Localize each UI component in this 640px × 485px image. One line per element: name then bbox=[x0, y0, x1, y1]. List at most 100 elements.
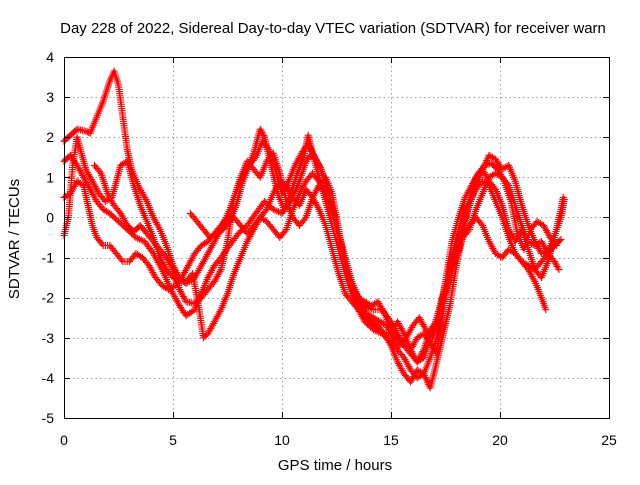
data-point-marks bbox=[402, 324, 416, 342]
y-tick-label: 2 bbox=[46, 129, 54, 145]
y-tick-label: -1 bbox=[42, 250, 55, 266]
data-point-marks bbox=[82, 127, 93, 136]
data-point-marks bbox=[108, 163, 124, 201]
data-point-marks bbox=[184, 251, 198, 270]
y-tick-label: -4 bbox=[42, 370, 55, 386]
data-point-marks bbox=[110, 201, 123, 216]
data-point-marks bbox=[97, 169, 111, 195]
data-point-marks bbox=[527, 219, 540, 233]
data-point-marks bbox=[104, 189, 117, 208]
data-point-marks bbox=[204, 320, 217, 338]
data-point-marks bbox=[452, 236, 466, 262]
data-point-marks bbox=[219, 219, 232, 233]
data-point-marks bbox=[200, 226, 213, 240]
y-tick-label: -3 bbox=[42, 330, 55, 346]
data-point-marks bbox=[178, 263, 191, 282]
data-point-marks bbox=[498, 201, 512, 231]
data-point-marks bbox=[193, 218, 206, 232]
data-point-marks bbox=[237, 240, 250, 262]
data-point-marks bbox=[263, 191, 276, 213]
data-point-marks bbox=[210, 307, 224, 326]
data-point-marks bbox=[400, 354, 414, 372]
data-point-marks bbox=[99, 205, 112, 216]
data-point-marks bbox=[304, 139, 318, 159]
series-6 bbox=[186, 137, 561, 350]
data-point-marks bbox=[413, 348, 427, 366]
data-point-marks bbox=[337, 238, 351, 272]
data-point-marks bbox=[93, 99, 106, 121]
data-point-marks bbox=[492, 185, 505, 207]
data-point-marks bbox=[91, 161, 104, 176]
x-tick-labels: 0 5 10 15 20 25 bbox=[60, 432, 617, 448]
data-point-marks bbox=[152, 274, 165, 288]
data-point-marks bbox=[540, 222, 553, 240]
data-point-marks bbox=[156, 226, 170, 247]
data-point-marks bbox=[472, 191, 486, 213]
data-point-marks bbox=[537, 238, 551, 256]
data-point-marks bbox=[507, 197, 521, 235]
data-point-marks bbox=[195, 306, 207, 340]
data-point-marks bbox=[317, 165, 331, 191]
data-point-marks bbox=[136, 222, 149, 236]
data-point-marks bbox=[217, 240, 231, 274]
data-point-marks bbox=[533, 218, 546, 228]
data-point-marks bbox=[374, 326, 387, 337]
data-point-marks bbox=[67, 126, 80, 139]
data-point-marks bbox=[256, 159, 270, 181]
data-point-marks bbox=[204, 279, 217, 294]
data-point-marks bbox=[197, 276, 211, 298]
data-point-marks bbox=[492, 155, 505, 172]
data-point-marks bbox=[383, 322, 396, 340]
data-point-marks bbox=[119, 258, 131, 266]
data-point-marks bbox=[435, 280, 449, 322]
data-point-marks bbox=[230, 256, 244, 278]
data-point-marks bbox=[141, 238, 156, 256]
data-point-marks bbox=[176, 286, 189, 304]
y-tick-label: 0 bbox=[46, 209, 54, 225]
data-point-marks bbox=[498, 162, 511, 173]
data-point-marks bbox=[551, 207, 565, 241]
data-point-marks bbox=[448, 215, 462, 245]
data-point-marks bbox=[258, 137, 272, 152]
data-point-marks bbox=[361, 318, 376, 332]
data-point-marks bbox=[466, 207, 479, 233]
data-point-marks bbox=[428, 316, 442, 342]
y-tick-label: 4 bbox=[46, 49, 54, 65]
y-tick-label: -5 bbox=[42, 410, 55, 426]
data-point-marks bbox=[537, 294, 549, 312]
data-point-marks bbox=[555, 266, 563, 274]
data-point-marks bbox=[213, 227, 225, 237]
data-point-marks bbox=[494, 165, 507, 184]
data-point-marks bbox=[413, 331, 426, 342]
data-point-marks bbox=[143, 230, 156, 244]
data-point-marks bbox=[82, 165, 95, 184]
data-point-marks bbox=[265, 145, 279, 171]
data-point-marks bbox=[117, 158, 130, 169]
data-point-marks bbox=[64, 164, 76, 221]
data-point-marks bbox=[531, 278, 545, 300]
data-point-marks bbox=[130, 181, 144, 207]
data-point-marks bbox=[139, 254, 152, 268]
data-point-marks bbox=[88, 177, 102, 196]
data-point-marks bbox=[243, 227, 257, 245]
x-tick-label: 5 bbox=[169, 432, 177, 448]
data-point-marks bbox=[387, 342, 401, 364]
data-point-marks bbox=[485, 151, 498, 162]
chart-title: Day 228 of 2022, Sidereal Day-to-day VTE… bbox=[60, 20, 606, 37]
data-point-marks bbox=[387, 338, 400, 352]
data-point-marks bbox=[143, 197, 157, 219]
data-point-marks bbox=[206, 231, 219, 241]
data-point-marks bbox=[511, 250, 524, 264]
data-point-marks bbox=[295, 215, 309, 229]
data-point-marks bbox=[60, 215, 72, 239]
data-point-marks bbox=[474, 163, 487, 177]
data-point-marks bbox=[544, 250, 557, 264]
data-point-marks bbox=[156, 254, 169, 272]
data-point-marks bbox=[330, 213, 344, 243]
y-tick-label: -2 bbox=[42, 290, 55, 306]
series-1 bbox=[60, 67, 568, 382]
x-tick-label: 10 bbox=[274, 432, 290, 448]
data-point-marks bbox=[455, 195, 468, 221]
